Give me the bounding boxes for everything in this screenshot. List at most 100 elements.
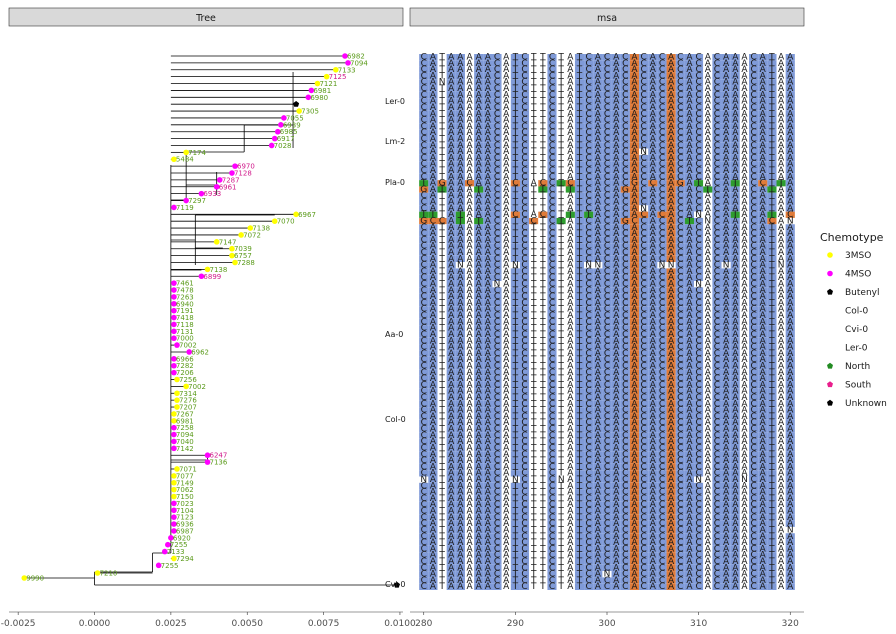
msa-letter: A bbox=[686, 53, 693, 63]
tip-label: 7207 bbox=[179, 404, 197, 412]
msa-cell bbox=[776, 54, 786, 61]
msa-cell bbox=[593, 60, 603, 67]
msa-letter: T bbox=[539, 59, 546, 69]
msa-letter: A bbox=[705, 65, 712, 75]
tip-label: 6980 bbox=[310, 94, 328, 102]
msa-cell bbox=[574, 54, 585, 61]
msa-letter: A bbox=[631, 53, 638, 63]
tip-point bbox=[198, 273, 205, 280]
tip-point bbox=[278, 122, 284, 128]
msa-letter: C bbox=[622, 65, 628, 75]
tip-point bbox=[171, 418, 177, 424]
msa-cell bbox=[483, 54, 493, 61]
msa-cell bbox=[602, 54, 612, 61]
msa-letter: A bbox=[778, 65, 785, 75]
tip-point bbox=[171, 500, 177, 507]
msa-cell bbox=[529, 66, 539, 73]
tip-point bbox=[171, 362, 177, 369]
msa-cell bbox=[721, 60, 731, 67]
tip-label: 7118 bbox=[176, 321, 194, 329]
msa-cell bbox=[428, 66, 438, 73]
msa-letter: C bbox=[677, 65, 683, 75]
msa-letter: A bbox=[595, 59, 602, 69]
msa-letter: C bbox=[421, 53, 427, 63]
msa-letter: A bbox=[595, 65, 602, 75]
msa-cell bbox=[547, 60, 557, 67]
msa-cell bbox=[574, 60, 585, 67]
tip-label: 7256 bbox=[179, 376, 197, 384]
msa-cell bbox=[694, 54, 704, 61]
msa-letter: C bbox=[421, 71, 427, 81]
msa-letter: T bbox=[557, 65, 564, 75]
tip-point bbox=[296, 108, 302, 114]
tip-label: 7104 bbox=[176, 507, 194, 515]
msa-letter: A bbox=[485, 59, 492, 69]
msa-cell bbox=[730, 60, 740, 67]
msa-cell bbox=[419, 54, 429, 61]
msa-letter: C bbox=[622, 53, 628, 63]
tip-label: 7461 bbox=[176, 280, 194, 288]
msa-letter: C bbox=[677, 59, 683, 69]
msa-letter: T bbox=[768, 53, 775, 63]
msa-letter: T bbox=[557, 53, 564, 63]
msa-cell bbox=[648, 60, 658, 67]
tip-label: 7072 bbox=[243, 231, 261, 239]
msa-letter: A bbox=[567, 65, 574, 75]
tip-label: 7121 bbox=[319, 80, 337, 88]
msa-letter: A bbox=[613, 53, 620, 63]
msa-cell bbox=[419, 60, 429, 67]
msa-cell bbox=[538, 54, 548, 61]
msa-cell bbox=[712, 60, 722, 67]
tree-strip-title: Tree bbox=[195, 13, 216, 24]
msa-cell bbox=[730, 54, 740, 61]
tip-point bbox=[174, 404, 180, 410]
msa-letter: A bbox=[476, 65, 483, 75]
msa-cell bbox=[593, 54, 603, 61]
tip-point bbox=[281, 115, 287, 121]
tip-label: 7282 bbox=[176, 362, 194, 370]
msa-letter: T bbox=[512, 71, 519, 81]
tip-point bbox=[171, 555, 177, 562]
msa-cell bbox=[629, 60, 640, 67]
tree-axis-tick-label: 0.0000 bbox=[79, 619, 111, 629]
msa-letter: A bbox=[723, 65, 730, 75]
msa-letter: C bbox=[494, 53, 500, 63]
msa-cell bbox=[510, 60, 520, 67]
msa-cell bbox=[455, 60, 465, 67]
tip-label: 6899 bbox=[203, 273, 221, 281]
msa-letter: T bbox=[438, 65, 445, 75]
msa-letter: A bbox=[668, 65, 675, 75]
msa-cell bbox=[446, 72, 456, 80]
msa-cell bbox=[767, 54, 777, 61]
tree-axis-tick-label: 0.0100 bbox=[384, 619, 416, 629]
msa-letter: A bbox=[430, 65, 437, 75]
msa-cell bbox=[483, 60, 493, 67]
msa-cell bbox=[639, 66, 649, 73]
tip-point bbox=[171, 507, 177, 514]
msa-cell bbox=[629, 66, 640, 73]
msa-letter: A bbox=[485, 65, 492, 75]
msa-letter: C bbox=[586, 53, 592, 63]
msa-cell bbox=[556, 54, 566, 61]
tip-label: 7267 bbox=[176, 410, 194, 418]
msa-cell bbox=[721, 66, 731, 73]
msa-letter: C bbox=[714, 53, 720, 63]
msa-letter: C bbox=[677, 53, 683, 63]
msa-cell bbox=[703, 60, 713, 67]
tree-axis-tick-label: 0.0025 bbox=[155, 619, 187, 629]
msa-cell bbox=[666, 66, 676, 73]
msa-letter: A bbox=[741, 65, 748, 75]
tip-point bbox=[174, 376, 180, 383]
msa-letter: A bbox=[457, 59, 464, 69]
msa-cell bbox=[419, 72, 429, 80]
msa-letter: A bbox=[457, 71, 464, 81]
tip-point bbox=[171, 411, 177, 417]
tip-label: 7133 bbox=[167, 548, 185, 556]
msa-cell bbox=[483, 72, 493, 80]
tip-label: 7255 bbox=[161, 562, 179, 570]
msa-cell bbox=[730, 66, 740, 73]
tip-point bbox=[21, 575, 28, 581]
msa-letter: C bbox=[604, 59, 610, 69]
msa-letter: T bbox=[438, 71, 445, 81]
